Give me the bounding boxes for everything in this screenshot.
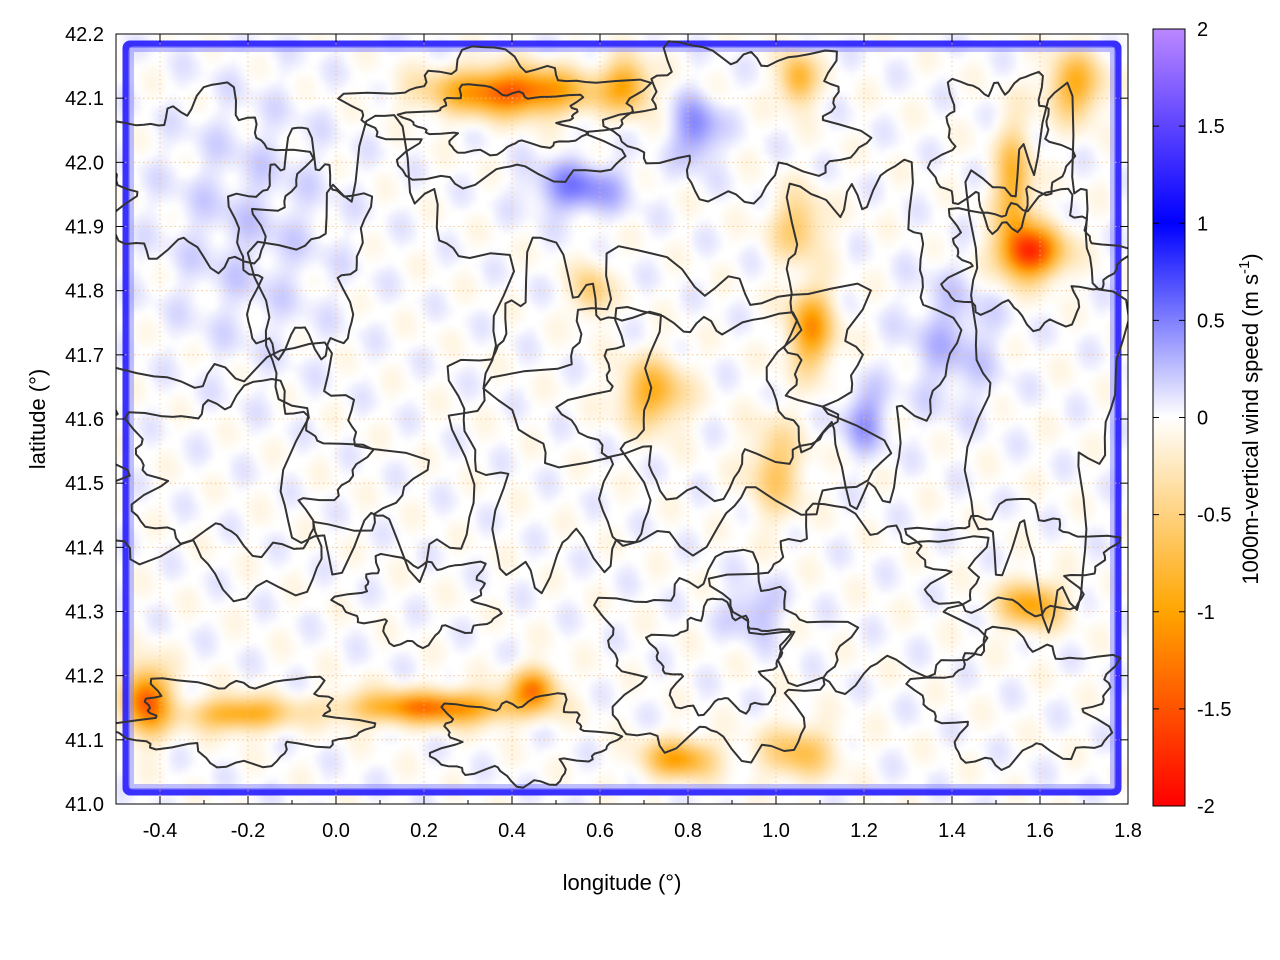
colorbar-title: 1000m-vertical wind speed (m s-1) <box>1236 253 1263 584</box>
colorbar-title-superscript: -1 <box>1236 261 1253 274</box>
x-tick-label: 0.6 <box>586 820 614 842</box>
y-axis-ticks: 41.0 41.1 41.2 41.3 41.4 41.5 41.6 41.7 41.8 41.9… <box>65 24 1128 816</box>
colorbar-tick-label: -2 <box>1197 796 1215 818</box>
y-tick-label: 41.4 <box>65 537 104 559</box>
x-tick-label: 0.2 <box>410 820 438 842</box>
colorbar-tick-label: -1.5 <box>1197 699 1231 721</box>
contour-line <box>963 81 1128 634</box>
contour-line <box>123 378 375 559</box>
x-tick-label: 0.0 <box>322 820 350 842</box>
y-tick-label: 41.2 <box>65 666 104 688</box>
contour-line <box>601 40 873 205</box>
contour-line <box>765 158 963 510</box>
colorbar-tick-label: -1 <box>1197 602 1215 624</box>
x-tick-label: 1.4 <box>938 820 966 842</box>
contour-line <box>940 187 1128 333</box>
colorbar: 2 1.5 1 0.5 0 -0.5 -1 -1.5 -2 1000m-vertical win… <box>1152 19 1263 818</box>
y-tick-label: 41.9 <box>65 217 104 239</box>
contour-line <box>116 675 377 769</box>
contour-line <box>330 552 503 650</box>
y-tick-label: 41.7 <box>65 345 104 367</box>
plot-area: -0.4 -0.2 0.0 0.2 0.4 0.6 0.8 1.0 1.2 1.4 1.6 1.8 4… <box>65 24 1142 842</box>
heatmap-field <box>116 34 1128 804</box>
contour-line <box>428 692 624 789</box>
colorbar-tick-label: 1 <box>1197 213 1208 235</box>
colorbar-tick-label: 0.5 <box>1197 310 1225 332</box>
y-tick-label: 42.0 <box>65 152 104 174</box>
x-tick-label: 0.8 <box>674 820 702 842</box>
contour-line <box>396 83 588 157</box>
colorbar-ticks: 2 1.5 1 0.5 0 -0.5 -1 -1.5 -2 <box>1153 19 1231 818</box>
colorbar-tick-label: 2 <box>1197 19 1208 41</box>
colorbar-title-main: 1000m-vertical wind speed (m s <box>1238 274 1263 585</box>
contour-line <box>905 625 1122 771</box>
contour-line <box>904 497 1122 618</box>
x-tick-label: -0.2 <box>231 820 265 842</box>
y-tick-label: 42.2 <box>65 24 104 46</box>
contour-line <box>337 45 653 190</box>
terrain-contours <box>116 40 1128 789</box>
colorbar-title-end: ) <box>1238 253 1263 260</box>
x-tick-label: 1.6 <box>1026 820 1054 842</box>
colorbar-tick-label: 1.5 <box>1197 116 1225 138</box>
y-tick-label: 41.1 <box>65 730 104 752</box>
y-tick-label: 41.3 <box>65 602 104 624</box>
contour-line <box>926 70 1077 235</box>
colorbar-tick-label: 0 <box>1197 408 1208 430</box>
x-tick-label: 0.4 <box>498 820 526 842</box>
contour-line <box>116 341 430 603</box>
x-tick-label: 1.0 <box>762 820 790 842</box>
y-axis-title: latitude (°) <box>25 369 50 470</box>
x-axis-ticks: -0.4 -0.2 0.0 0.2 0.4 0.6 0.8 1.0 1.2 1.4 1.6 1.8 <box>115 34 1142 842</box>
y-tick-label: 42.1 <box>65 88 104 110</box>
x-tick-label: 1.2 <box>850 820 878 842</box>
y-tick-label: 41.0 <box>65 794 104 816</box>
x-tick-label: 1.8 <box>1114 820 1142 842</box>
x-axis-title: longitude (°) <box>563 870 682 895</box>
colorbar-tick-label: -0.5 <box>1197 505 1231 527</box>
contour-line <box>446 236 662 595</box>
contour-line <box>555 306 840 503</box>
contour-line <box>645 597 792 717</box>
y-tick-label: 41.8 <box>65 281 104 303</box>
contour-line <box>246 114 515 584</box>
contour-line <box>593 548 860 764</box>
contour-line <box>482 245 893 557</box>
x-tick-label: -0.4 <box>143 820 177 842</box>
y-tick-label: 41.5 <box>65 473 104 495</box>
contour-line <box>227 126 374 361</box>
y-tick-label: 41.6 <box>65 409 104 431</box>
